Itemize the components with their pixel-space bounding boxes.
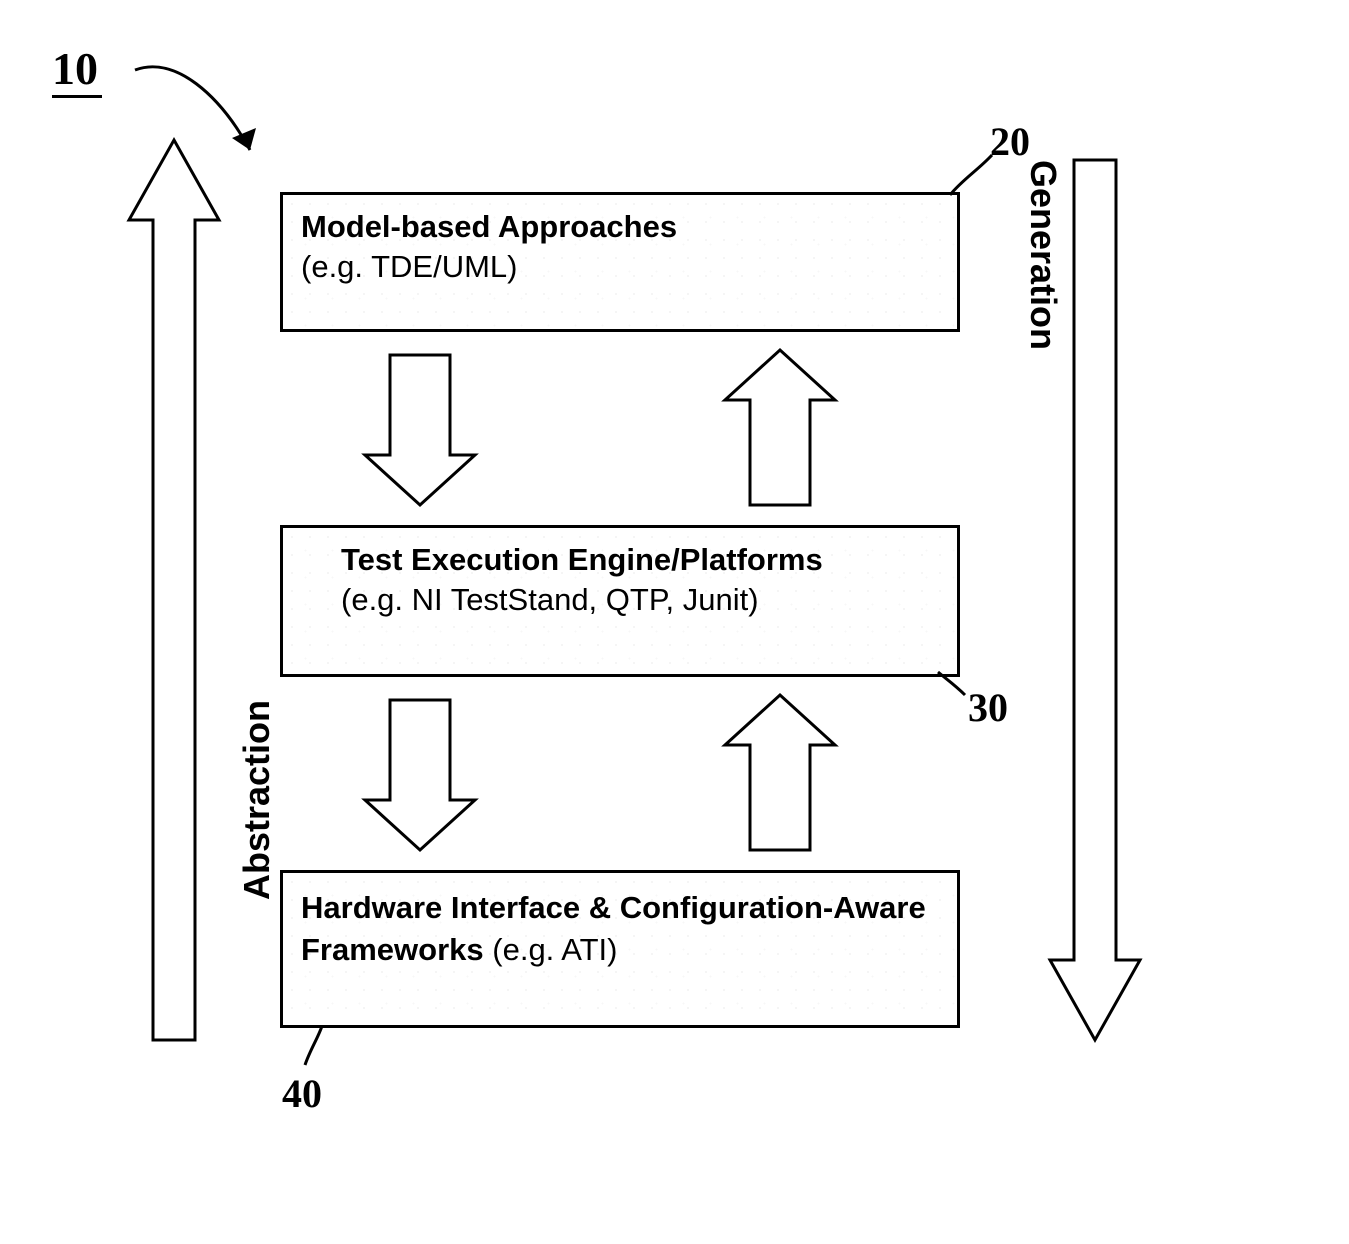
figure-reference-20: 20: [990, 118, 1030, 165]
box-test-execution-engine: Test Execution Engine/Platforms (e.g. NI…: [280, 525, 960, 677]
figure-reference-10: 10: [52, 42, 98, 95]
side-label-generation-text: Generation: [1023, 160, 1064, 350]
side-label-generation: Generation: [1022, 160, 1064, 350]
box-model-based-approaches: Model-based Approaches (e.g. TDE/UML): [280, 192, 960, 332]
box-top-title: Model-based Approaches: [301, 209, 939, 245]
box-mid-sub: (e.g. NI TestStand, QTP, Junit): [301, 582, 939, 618]
figure-reference-30: 30: [968, 684, 1008, 731]
arrow-bot-to-mid-up: [725, 695, 835, 850]
box-bot-content: Hardware Interface & Configuration-Aware…: [301, 887, 939, 971]
box-mid-title: Test Execution Engine/Platforms: [301, 542, 939, 578]
arrow-mid-to-top-up: [725, 350, 835, 505]
side-arrow-abstraction-up: [129, 140, 219, 1040]
box-hardware-interface: Hardware Interface & Configuration-Aware…: [280, 870, 960, 1028]
leader-40: [305, 1026, 322, 1065]
figure-reference-10-underline: [52, 95, 102, 98]
leader-20: [950, 155, 992, 195]
arrow-top-to-mid-down: [365, 355, 475, 505]
figure-reference-40-text: 40: [282, 1071, 322, 1116]
arrow-mid-to-bot-down: [365, 700, 475, 850]
figure-reference-30-text: 30: [968, 685, 1008, 730]
side-label-abstraction: Abstraction: [236, 700, 278, 900]
leader-10-head: [232, 128, 256, 150]
leader-10: [135, 67, 250, 150]
box-top-sub: (e.g. TDE/UML): [301, 249, 939, 285]
side-label-abstraction-text: Abstraction: [236, 700, 277, 900]
box-bot-sub: (e.g. ATI): [492, 932, 617, 967]
figure-reference-40: 40: [282, 1070, 322, 1117]
figure-reference-20-text: 20: [990, 119, 1030, 164]
figure-reference-10-text: 10: [52, 43, 98, 94]
